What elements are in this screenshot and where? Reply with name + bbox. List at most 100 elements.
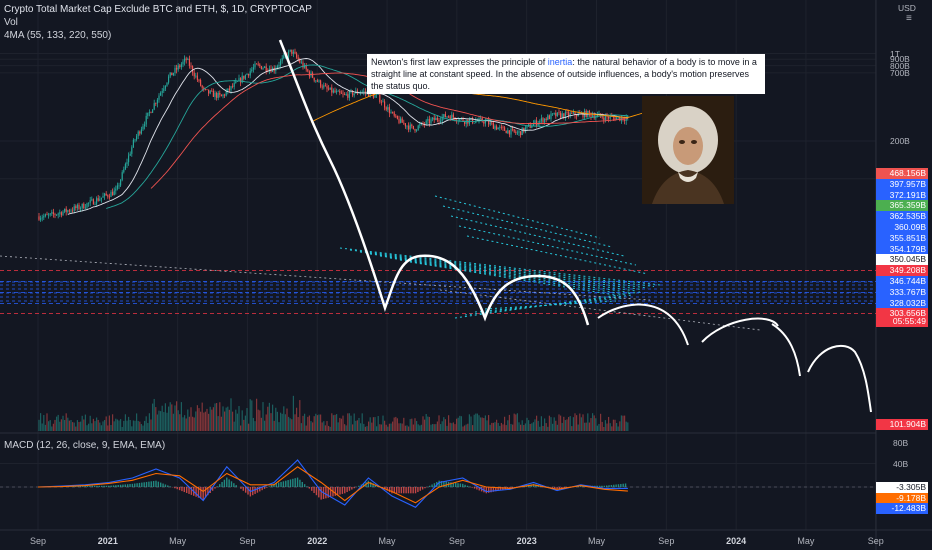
macd-histogram-bar <box>471 487 473 488</box>
volume-bar <box>238 406 240 431</box>
volume-bar <box>560 415 562 431</box>
volume-bar <box>156 414 158 431</box>
candle-body <box>536 120 538 126</box>
newton-note[interactable]: Newton's first law expresses the princip… <box>367 54 765 94</box>
candle-body <box>488 120 490 125</box>
candle-body <box>459 118 461 121</box>
trend-line <box>464 294 633 316</box>
volume-bar <box>601 421 603 431</box>
candle-body <box>236 81 238 82</box>
volume-bar <box>584 422 586 431</box>
macd-histogram-bar <box>556 487 558 489</box>
macd-histogram-bar <box>167 485 169 487</box>
candle-body <box>57 213 59 215</box>
candle-body <box>84 207 86 209</box>
candle-body <box>502 126 504 128</box>
candle-body <box>60 212 62 216</box>
volume-bar <box>128 416 130 431</box>
volume-bar <box>163 412 165 431</box>
macd-histogram-bar <box>301 481 303 487</box>
macd-histogram-bar <box>615 484 617 487</box>
volume-bar <box>504 416 506 431</box>
volume-bar <box>360 423 362 431</box>
macd-histogram-bar <box>580 485 582 487</box>
volume-bar <box>64 420 66 431</box>
macd-histogram-bar <box>320 487 322 500</box>
macd-histogram-bar <box>476 487 478 490</box>
volume-bar <box>428 416 430 431</box>
volume-bar <box>620 415 622 431</box>
candle-body <box>550 113 552 120</box>
volume-bar <box>622 415 624 431</box>
volume-bar <box>208 413 210 431</box>
candle-body <box>43 216 45 218</box>
volume-bar <box>262 402 264 431</box>
volume-bar <box>211 409 213 431</box>
macd-histogram-bar <box>174 487 176 489</box>
macd-histogram-bar <box>492 487 495 492</box>
candle-body <box>169 72 171 77</box>
time-tick: Sep <box>29 536 47 546</box>
volume-bar <box>344 424 346 431</box>
candle-body <box>563 113 565 118</box>
candle-body <box>297 57 299 60</box>
candle-body <box>308 71 310 77</box>
volume-bar <box>520 424 522 431</box>
volume-bar <box>336 414 338 431</box>
candle-body <box>283 55 285 59</box>
volume-bar <box>230 398 232 431</box>
volume-bar <box>307 416 309 431</box>
volume-bar <box>372 417 374 431</box>
candle-body <box>520 131 522 136</box>
volume-bar <box>299 400 301 431</box>
volume-bar <box>451 423 453 431</box>
volume-bar <box>190 407 192 431</box>
trend-line <box>339 247 661 286</box>
volume-bar <box>624 415 626 431</box>
volume-bar <box>272 404 274 431</box>
volume-bar <box>281 413 283 431</box>
volume-bar <box>158 410 160 431</box>
macd-histogram-bar <box>478 487 480 491</box>
macd-histogram-bar <box>79 485 82 487</box>
candle-body <box>617 116 619 118</box>
volume-bar <box>273 420 275 431</box>
macd-histogram-bar <box>200 487 202 499</box>
macd-histogram-bar <box>443 481 445 487</box>
macd-histogram-bar <box>287 480 289 487</box>
volume-bar <box>401 423 403 431</box>
candle-body <box>409 124 411 130</box>
trend-line <box>484 300 617 310</box>
candle-body <box>140 129 142 134</box>
macd-histogram-bar <box>124 484 127 487</box>
macd-histogram-bar <box>339 487 341 495</box>
macd-histogram-bar <box>112 485 115 487</box>
axis-menu-icon[interactable]: ≡ <box>906 13 912 24</box>
candle-body <box>334 90 336 93</box>
volume-bar <box>592 413 594 431</box>
macd-histogram-bar <box>410 487 412 494</box>
trend-line <box>349 249 655 287</box>
candle-body <box>233 82 235 87</box>
candle-body <box>396 115 398 119</box>
trend-line <box>466 235 649 275</box>
macd-histogram-bar <box>313 487 315 493</box>
macd-histogram-bar <box>247 487 249 495</box>
volume-bar <box>417 424 419 431</box>
volume-bar <box>552 423 554 431</box>
trend-line <box>0 255 651 301</box>
inertia-link[interactable]: inertia <box>547 57 573 67</box>
trend-line <box>434 195 601 239</box>
volume-bar <box>214 403 216 431</box>
candle-body <box>427 119 429 121</box>
candle-body <box>180 64 182 67</box>
volume-bar <box>491 422 493 431</box>
trend-lines <box>0 195 761 331</box>
volume-bar <box>198 408 200 431</box>
volume-bar <box>494 422 496 431</box>
volume-bar <box>515 414 517 431</box>
trend-line <box>389 257 631 293</box>
candle-body <box>305 65 307 70</box>
volume-bar <box>462 426 464 431</box>
candle-body <box>441 116 443 122</box>
